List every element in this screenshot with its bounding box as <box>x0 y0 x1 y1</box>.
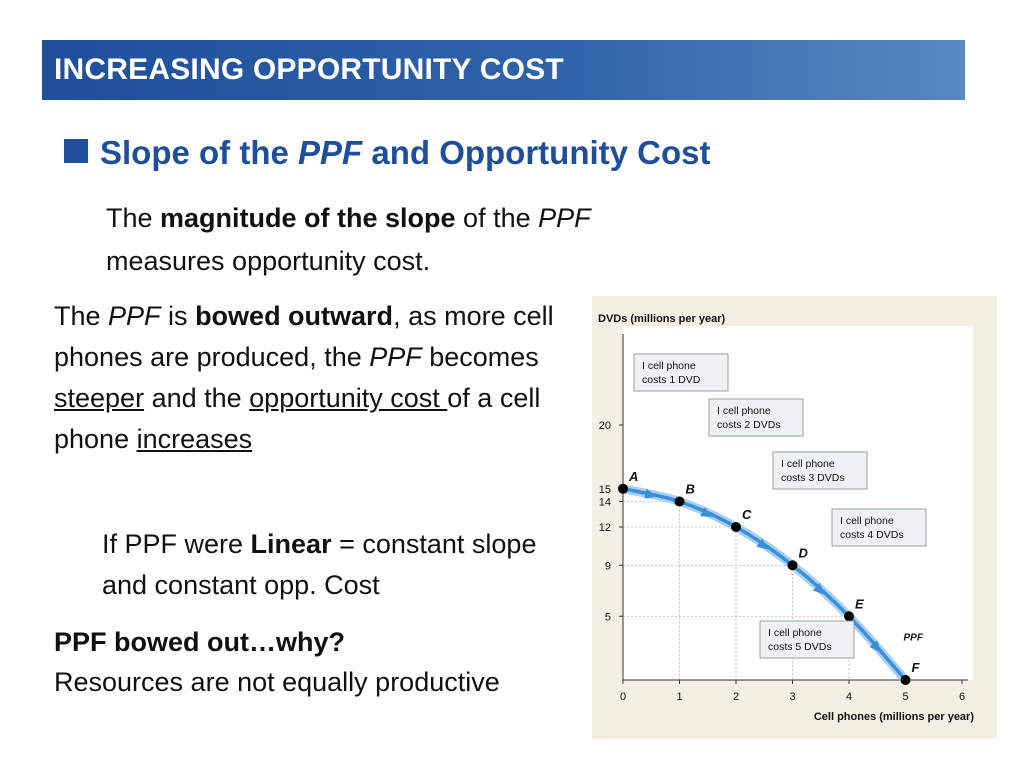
x-tick-label-5: 5 <box>902 691 908 703</box>
x-tick-label-4: 4 <box>846 691 852 703</box>
y-tick-label-12: 12 <box>599 522 611 534</box>
linear-t1: If PPF were <box>102 529 251 559</box>
ppf-arrow-2 <box>700 507 714 517</box>
para-t4: becomes <box>421 342 539 372</box>
ppf-arrow-4 <box>812 583 826 595</box>
annotation-line-2-2: costs 2 DVDs <box>717 419 781 431</box>
intro-text: The magnitude of the slope of the PPF mea… <box>106 197 746 283</box>
intro-bold: magnitude of the slope <box>160 203 456 233</box>
ppf-arrow-3 <box>756 538 770 550</box>
y-tick-label-14: 14 <box>599 497 611 509</box>
bowed-paragraph: The PPF is bowed outward, as more cell p… <box>54 296 564 460</box>
para-t3: , as more cell phones are produced, the <box>54 301 554 372</box>
intro-middle: of the <box>455 203 539 233</box>
section-heading: Slope of the PPF and Opportunity Cost <box>64 134 711 172</box>
para-t1: The <box>54 301 109 331</box>
ppf-chart: DVDs (millions per year) Cell phones (mil… <box>592 296 997 739</box>
square-bullet-icon <box>64 139 88 163</box>
ppf-point-label-E: E <box>855 596 864 611</box>
y-tick-label-20: 20 <box>599 420 611 432</box>
para-t6: of a cell phone <box>54 383 541 454</box>
ppf-point-E <box>844 611 854 622</box>
para-ppf2: PPF <box>369 342 422 372</box>
ppf-point-C <box>731 522 741 532</box>
x-tick-label-6: 6 <box>959 691 965 703</box>
ppf-point-D <box>787 560 798 571</box>
linear-bold: Linear <box>250 529 332 559</box>
x-tick-label-2: 2 <box>733 691 739 703</box>
x-tick-label-1: 1 <box>676 691 682 703</box>
para-bold: bowed outward <box>195 301 394 331</box>
para-t5: and the <box>144 383 250 413</box>
linear-paragraph: If PPF were Linear = constant slope and … <box>102 524 582 606</box>
annotation-box-2 <box>708 398 804 437</box>
ppf-point-label-F: F <box>912 660 921 675</box>
para-steeper: steeper <box>54 383 145 413</box>
annotation-line-3-2: costs 3 DVDs <box>781 472 845 484</box>
annotation-line-4-2: costs 4 DVDs <box>840 529 904 541</box>
heading-part1: Slope of the <box>100 134 298 171</box>
ppf-point-label-B: B <box>686 482 695 497</box>
annotation-box-3 <box>772 451 868 490</box>
annotation-line-4-1: I cell phone <box>840 515 894 527</box>
y-tick-label-9: 9 <box>605 560 611 572</box>
para-opportunity-cost: opportunity cost <box>249 383 448 413</box>
ppf-point-B <box>674 496 685 507</box>
why-rest: Resources are not equally productive <box>54 667 500 697</box>
heading-part2: and Opportunity Cost <box>362 134 711 171</box>
why-paragraph: PPF bowed out…why? Resources are not equa… <box>54 622 534 702</box>
ppf-chart-svg: DVDs (millions per year) Cell phones (mil… <box>598 313 974 723</box>
intro-rest: measures opportunity cost. <box>106 246 431 276</box>
x-axis-label: Cell phones (millions per year) <box>814 711 974 723</box>
slide-title: INCREASING OPPORTUNITY COST <box>54 53 564 86</box>
annotation-line-1-1: I cell phone <box>642 360 696 372</box>
ppf-curve-label: PPF <box>904 632 924 643</box>
y-tick-label-5: 5 <box>605 611 611 623</box>
annotation-box-1 <box>633 353 729 392</box>
intro-ppf: PPF <box>538 203 591 233</box>
y-tick-label-15: 15 <box>599 484 611 496</box>
ppf-point-F <box>900 675 911 685</box>
annotation-line-3-1: I cell phone <box>781 458 835 470</box>
x-tick-label-0: 0 <box>620 691 626 703</box>
ppf-point-label-C: C <box>742 507 752 522</box>
para-t2: is <box>160 301 196 331</box>
y-axis-label: DVDs (millions per year) <box>598 313 725 325</box>
annotation-box-5 <box>759 620 855 659</box>
annotation-line-1-2: costs 1 DVD <box>642 374 701 386</box>
title-bar: INCREASING OPPORTUNITY COST <box>42 40 965 100</box>
ppf-point-A <box>618 483 628 494</box>
ppf-arrow-1 <box>644 488 658 499</box>
annotation-line-5-2: costs 5 DVDs <box>768 641 832 653</box>
intro-the: The <box>106 203 161 233</box>
x-tick-label-3: 3 <box>789 691 795 703</box>
linear-t2: = constant slope and constant opp. Cost <box>102 529 537 600</box>
annotation-line-2-1: I cell phone <box>717 405 771 417</box>
para-increases: increases <box>136 424 253 454</box>
ppf-point-label-A: A <box>628 469 638 484</box>
para-ppf1: PPF <box>108 301 161 331</box>
ppf-arrow-5 <box>869 640 882 653</box>
annotation-box-4 <box>831 508 927 547</box>
why-bold: PPF bowed out…why? <box>54 627 345 657</box>
annotation-line-5-1: I cell phone <box>768 627 822 639</box>
ppf-point-label-D: D <box>799 545 809 560</box>
heading-ppf: PPF <box>298 134 363 171</box>
